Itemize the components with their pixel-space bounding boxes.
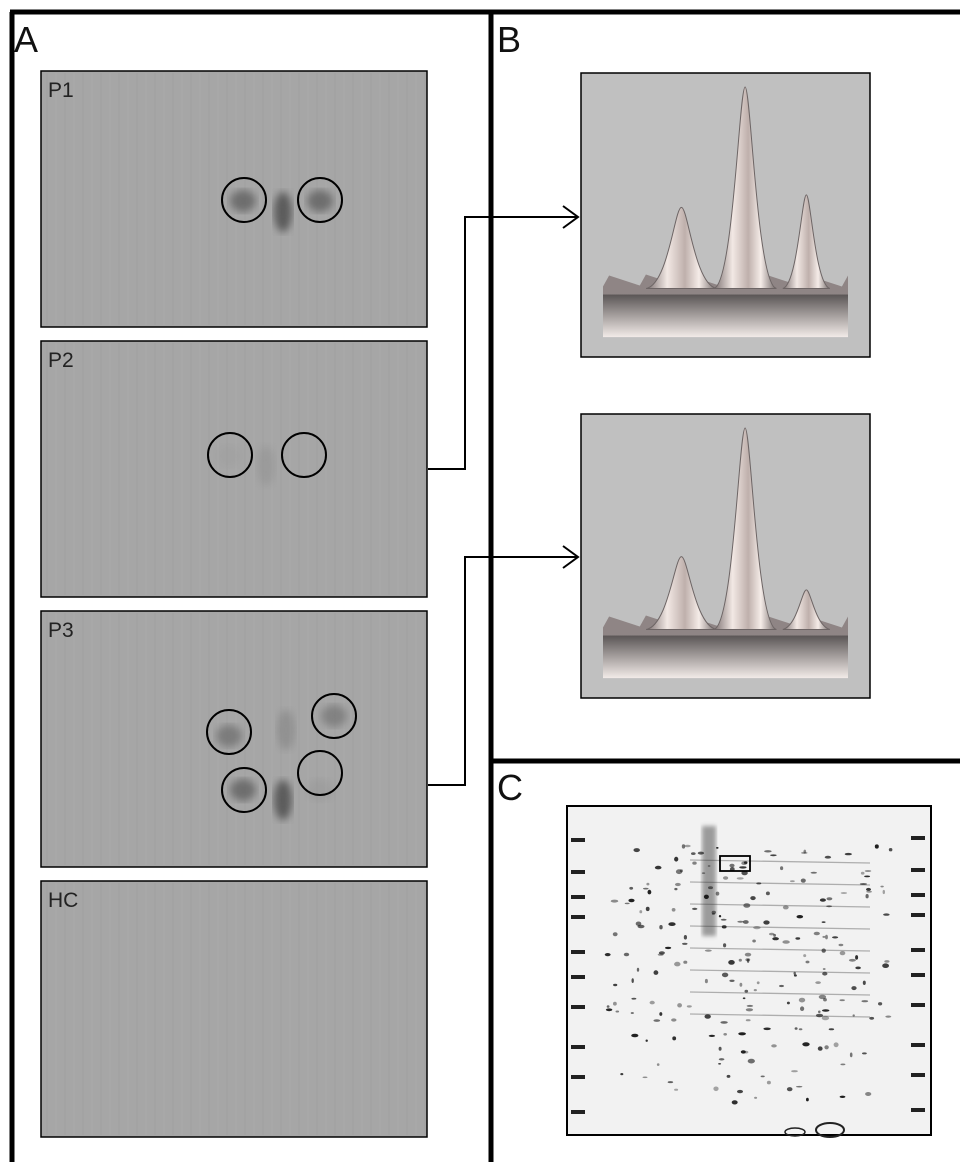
plot-base: [603, 294, 848, 338]
panel-letter-a: A: [14, 19, 39, 60]
connector-p2-to-plot-1: [428, 216, 577, 470]
ladder-band-left: [571, 870, 585, 874]
right-spot: [307, 190, 333, 212]
ladder-band-right: [911, 1003, 925, 1007]
gel-label: P3: [48, 619, 74, 642]
surface-plot-2: [580, 413, 871, 699]
center-spot: [274, 780, 292, 820]
connectors: [428, 205, 580, 786]
gel-smear: [689, 903, 871, 908]
panel-letter-b: B: [497, 19, 522, 60]
ladder-band-left: [571, 1075, 585, 1079]
gel-p2: P2: [40, 340, 428, 598]
gel-smear: [689, 925, 871, 930]
surface-peak-3: [782, 194, 831, 290]
surface-plot-1: [580, 72, 871, 358]
gel-smear: [689, 1013, 871, 1018]
gel-label: HC: [48, 889, 78, 912]
right-spot: [307, 779, 333, 801]
right-spot: [321, 705, 347, 727]
ladder-band-right: [911, 1108, 925, 1112]
gel-streaks: [46, 883, 426, 1135]
left-spot-circle: [221, 767, 267, 813]
panel-a-gels: P1 P2 P3 HC: [40, 70, 428, 1138]
ladder-band-left: [571, 1110, 585, 1114]
ladder-band-left: [571, 1005, 585, 1009]
ladder-band-left: [571, 1045, 585, 1049]
ladder-band-right: [911, 836, 925, 840]
left-spot: [230, 190, 256, 212]
right-spot-circle: [297, 177, 343, 223]
gel-p3: P3: [40, 610, 428, 868]
right-spot-circle: [281, 432, 327, 478]
gel-smear: [689, 969, 871, 974]
gel-streaks: [46, 613, 426, 865]
center-spot: [277, 710, 295, 750]
gel-hc: HC: [40, 750, 428, 1138]
gel-background: [40, 340, 428, 598]
surface-peak-1: [645, 206, 717, 290]
surface-peak-2: [713, 427, 777, 631]
surface-peak-1: [645, 556, 717, 631]
gel-smear: [689, 881, 871, 886]
gel-smear: [689, 947, 871, 952]
ladder-band-left: [571, 975, 585, 979]
ladder-band-right: [911, 948, 925, 952]
highlight-box: [719, 855, 751, 872]
plot-base: [603, 635, 848, 679]
ladder-band-right: [911, 1043, 925, 1047]
surface-peak-3: [782, 589, 831, 631]
gel-label: P1: [48, 79, 74, 102]
gel-smear: [689, 991, 871, 996]
left-spot-circle: [206, 709, 252, 755]
left-spot: [216, 445, 242, 467]
left-spot: [230, 779, 256, 801]
center-spot: [257, 446, 275, 486]
gel-spots: [604, 844, 893, 1105]
ladder-band-left: [571, 895, 585, 899]
gel-label: P2: [48, 349, 74, 372]
panel-frames: [9, 9, 960, 1162]
ladder-band-right: [911, 1073, 925, 1077]
ladder-band-right: [911, 893, 925, 897]
gel-streaks: [46, 343, 426, 595]
left-spot-circle: [207, 432, 253, 478]
right-spot-circle: [297, 750, 343, 796]
gel-artifact: [784, 1127, 806, 1137]
connector-hc-to-plot-2: [428, 556, 577, 786]
panel-b-surface-plots: [580, 72, 871, 699]
left-spot: [216, 725, 242, 747]
ladder-band-right: [911, 913, 925, 917]
panel-c-whole-gel: [566, 805, 932, 1138]
center-spot: [274, 192, 292, 232]
right-spot-circle: [311, 693, 357, 739]
gel-p1: P1: [40, 70, 428, 328]
ladder-band-right: [911, 973, 925, 977]
connector-hc-arrowhead: [562, 545, 580, 569]
whole-gel-frame: [566, 805, 932, 1136]
panel-letter-c: C: [497, 767, 523, 808]
ladder-band-left: [571, 838, 585, 842]
gel-streak: [702, 826, 716, 936]
ladder-band-left: [571, 950, 585, 954]
gel-background: [40, 880, 428, 1138]
gel-artifact: [815, 1122, 845, 1138]
ladder-band-right: [911, 868, 925, 872]
ladder-band-left: [571, 915, 585, 919]
left-spot-circle: [221, 177, 267, 223]
surface-peak-2: [713, 86, 777, 290]
connector-p2-arrowhead: [562, 205, 580, 229]
